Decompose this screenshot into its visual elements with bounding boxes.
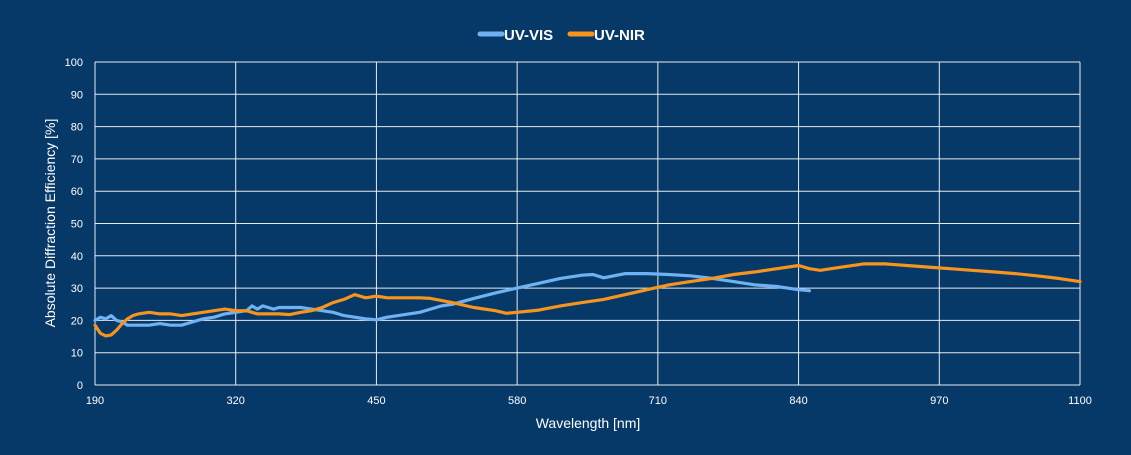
y-tick-label: 0 — [77, 380, 83, 392]
y-tick-label: 60 — [71, 186, 83, 198]
x-axis-ticks: 190 320 450 580 710 840 970 1100 — [86, 395, 1092, 407]
x-tick-label: 190 — [86, 395, 104, 407]
y-tick-label: 30 — [71, 283, 83, 295]
y-tick-label: 40 — [71, 251, 83, 263]
y-tick-label: 50 — [71, 219, 83, 231]
y-tick-label: 20 — [71, 315, 83, 327]
grid — [94, 61, 1081, 386]
y-axis-title: Absolute Diffraction Efficiency [%] — [42, 119, 58, 328]
x-tick-label: 970 — [930, 395, 948, 407]
x-tick-label: 1100 — [1068, 395, 1092, 407]
y-tick-label: 90 — [71, 89, 83, 101]
x-tick-label: 450 — [367, 395, 385, 407]
legend-label-uv-vis: UV-VIS — [504, 27, 553, 44]
y-tick-label: 10 — [71, 348, 83, 360]
legend-label-uv-nir: UV-NIR — [594, 27, 645, 44]
series-line-uv-vis — [93, 272, 812, 327]
x-tick-label: 320 — [227, 395, 245, 407]
y-tick-label: 100 — [65, 57, 83, 69]
y-axis-ticks: 0 10 20 30 40 50 60 70 80 90 100 — [65, 57, 83, 392]
series-line-uv-nir — [93, 262, 1082, 338]
x-tick-label: 580 — [508, 395, 526, 407]
y-tick-label: 80 — [71, 122, 83, 134]
x-tick-label: 840 — [789, 395, 807, 407]
x-tick-label: 710 — [649, 395, 667, 407]
legend: UV-VIS UV-NIR — [477, 27, 645, 44]
x-axis-title: Wavelength [nm] — [536, 415, 641, 431]
y-tick-label: 70 — [71, 154, 83, 166]
series-layer — [93, 262, 1082, 338]
